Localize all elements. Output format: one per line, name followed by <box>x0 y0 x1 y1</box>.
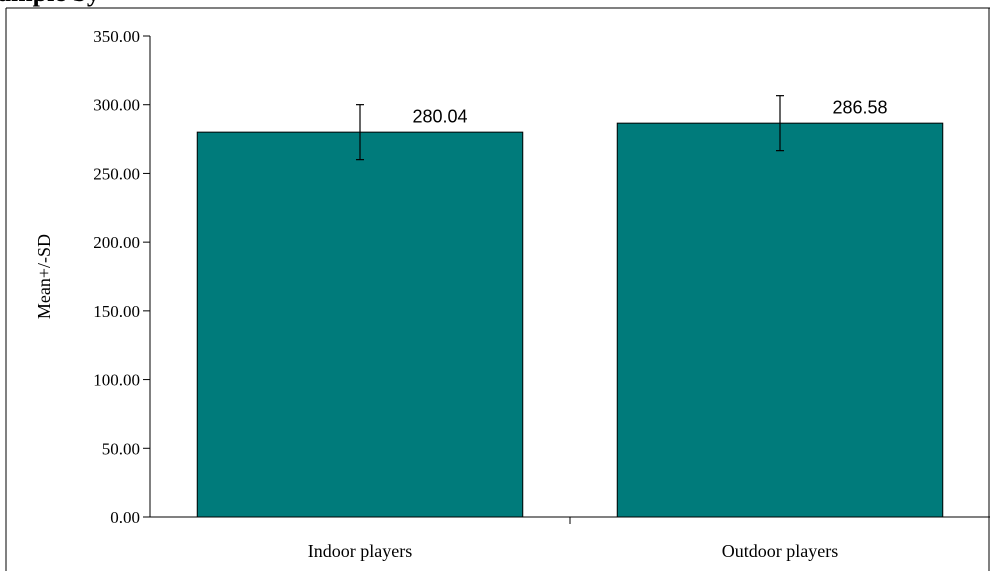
bar-value-label: 280.04 <box>412 107 467 127</box>
y-tick-label: 100.00 <box>93 371 140 390</box>
bar-value-label: 286.58 <box>832 98 887 118</box>
y-tick-label: 200.00 <box>93 233 140 252</box>
y-tick-label: 300.00 <box>93 96 140 115</box>
y-tick-label: 250.00 <box>93 164 140 183</box>
x-tick-label: Outdoor players <box>722 541 838 561</box>
y-tick-label: 350.00 <box>93 27 140 46</box>
bars-group: 280.04 286.58 <box>196 95 944 518</box>
bar <box>196 131 524 518</box>
x-tick-label: Indoor players <box>308 541 412 561</box>
bar <box>616 122 944 518</box>
y-axis-label: Mean+/-SD <box>34 234 54 319</box>
y-tick-label: 0.00 <box>110 508 140 527</box>
y-ticks-group: 0.00 50.00 100.00 150.00 200.00 250.00 300.00 3… <box>93 27 150 527</box>
x-ticks-group: Indoor players Outdoor players <box>308 517 838 561</box>
y-tick-label: 150.00 <box>93 302 140 321</box>
header-fragment-text: ample by <box>0 0 100 8</box>
y-tick-label: 50.00 <box>102 439 140 458</box>
